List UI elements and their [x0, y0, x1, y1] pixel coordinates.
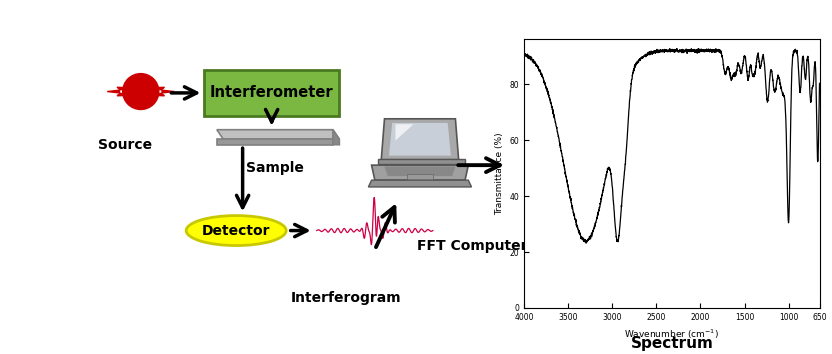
Polygon shape — [333, 130, 339, 145]
X-axis label: Wavenumber (cm$^{-1}$): Wavenumber (cm$^{-1}$) — [624, 327, 720, 341]
Polygon shape — [162, 90, 174, 93]
Polygon shape — [372, 165, 468, 180]
Polygon shape — [151, 93, 165, 96]
Polygon shape — [381, 119, 458, 160]
FancyBboxPatch shape — [378, 159, 465, 164]
Polygon shape — [395, 124, 414, 141]
Text: Interferometer: Interferometer — [210, 85, 334, 101]
Text: Spectrum: Spectrum — [631, 336, 713, 351]
Polygon shape — [217, 139, 333, 145]
Text: Sample: Sample — [246, 161, 304, 175]
Polygon shape — [369, 180, 472, 187]
Polygon shape — [384, 166, 455, 176]
FancyBboxPatch shape — [204, 70, 339, 116]
Polygon shape — [133, 86, 148, 88]
Text: Interferogram: Interferogram — [290, 291, 401, 304]
Y-axis label: Transmittance (%): Transmittance (%) — [495, 132, 504, 215]
Polygon shape — [107, 90, 120, 93]
Polygon shape — [133, 95, 148, 98]
Ellipse shape — [122, 74, 159, 109]
Polygon shape — [117, 93, 131, 96]
Polygon shape — [217, 130, 339, 139]
Polygon shape — [389, 123, 451, 156]
Text: Detector: Detector — [202, 224, 270, 238]
Polygon shape — [117, 87, 131, 90]
Polygon shape — [151, 87, 165, 90]
Text: Source: Source — [97, 138, 151, 152]
FancyBboxPatch shape — [407, 174, 433, 180]
Text: FFT Computer: FFT Computer — [417, 239, 527, 253]
Ellipse shape — [186, 216, 286, 246]
